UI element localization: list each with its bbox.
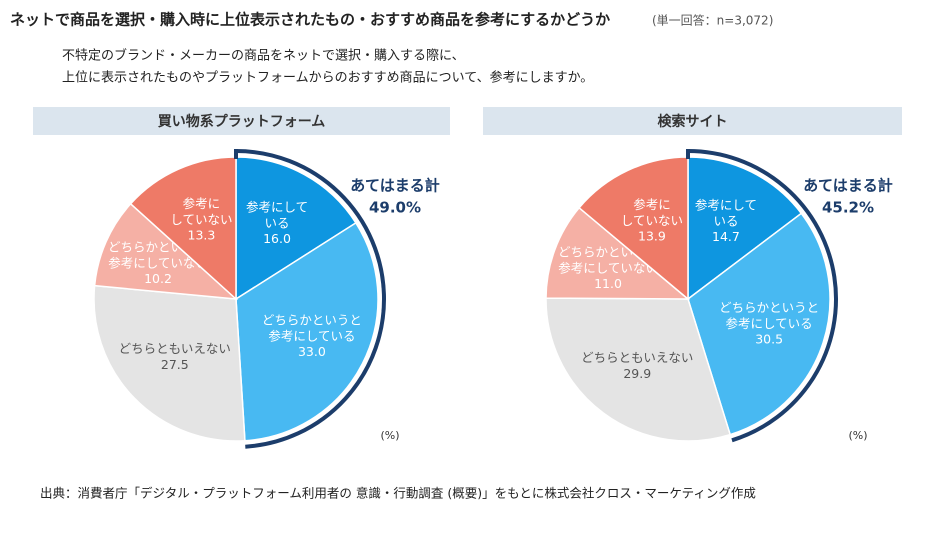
slice-label: どちらともいえない	[581, 350, 693, 365]
summary-label: あてはまる計	[803, 177, 892, 195]
pie-slice	[545, 297, 732, 442]
slice-label: 参考にしていない	[170, 196, 232, 227]
pie-slice	[545, 206, 691, 300]
pie-slice	[578, 156, 689, 301]
pie-slice	[235, 156, 357, 301]
slice-value: 11.0	[594, 276, 622, 291]
unit-label: (%)	[380, 429, 399, 442]
pie-slice	[235, 221, 379, 442]
pie-slice	[129, 156, 237, 301]
pie-slice	[687, 212, 831, 436]
pie-slice	[687, 156, 803, 301]
slice-value: 33.0	[298, 344, 326, 359]
slice-label: どちらともいえない	[119, 341, 231, 356]
slice-value: 10.2	[144, 271, 172, 286]
slice-value: 13.9	[638, 228, 666, 243]
slice-value: 13.3	[188, 228, 216, 243]
slice-label: どちらかというと参考にしている	[262, 312, 362, 343]
panel-header	[483, 107, 902, 135]
summary-value: 49.0%	[369, 199, 421, 217]
question-line: 上位に表示されたものやプラットフォームからのおすすめ商品について、参考にしますか…	[62, 70, 593, 86]
question-line: 不特定のブランド・メーカーの商品をネットで選択・購入する際に、	[62, 48, 465, 64]
summary-value: 45.2%	[822, 199, 874, 217]
unit-label: (%)	[848, 429, 867, 442]
summary-label: あてはまる計	[350, 177, 439, 195]
page-note: (単一回答：n=3,072)	[652, 13, 773, 28]
pie-slice	[93, 284, 246, 442]
slice-label: どちらかというと参考にしている	[719, 300, 819, 331]
slice-label: 参考にしていない	[621, 196, 683, 227]
slice-value: 14.7	[712, 229, 740, 244]
slice-label: 参考にしている	[695, 197, 757, 228]
source: 出典：消費者庁「デジタル・プラットフォーム利用者の 意識・行動調査 (概要)」を…	[40, 486, 756, 501]
slice-value: 16.0	[263, 231, 291, 246]
panel-header	[33, 107, 450, 135]
page-title: ネットで商品を選択・購入時に上位表示されたもの・おすすめ商品を参考にするかどうか	[10, 11, 610, 29]
slice-value: 27.5	[161, 357, 189, 372]
panel-title: 買い物系プラットフォーム	[158, 113, 326, 130]
slice-value: 29.9	[623, 366, 651, 381]
summary-arc	[235, 149, 386, 449]
pie-slice	[93, 202, 239, 300]
summary-arc	[687, 149, 838, 443]
slice-value: 30.5	[755, 332, 783, 347]
panel-title: 検索サイト	[658, 113, 728, 130]
slice-label: 参考にしている	[246, 199, 308, 230]
